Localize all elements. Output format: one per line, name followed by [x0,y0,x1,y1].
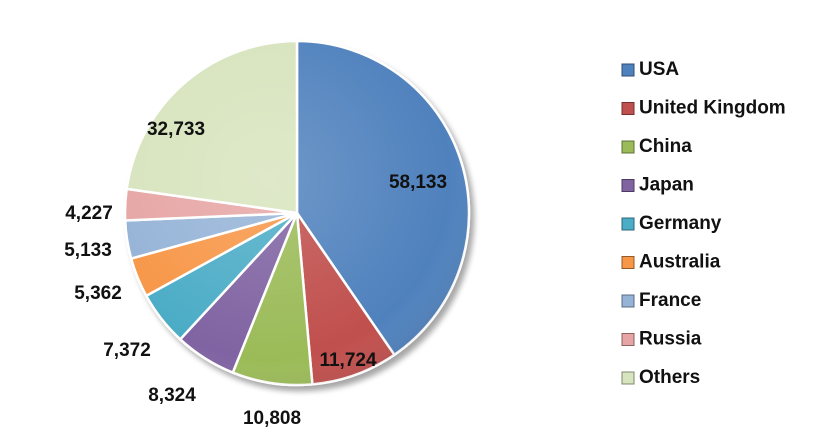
data-label-united-kingdom: 11,724 [319,350,376,371]
legend-item-australia: Australia [621,252,721,273]
legend-swatch-russia [621,333,635,346]
legend-label-germany: Germany [639,213,722,234]
legend-swatch-germany [621,217,635,231]
legend-swatch-usa [621,63,635,77]
data-label-japan: 8,324 [148,385,196,406]
legend-item-united-kingdom: United Kingdom [621,98,786,119]
legend-swatch-france [621,294,635,308]
legend-item-germany: Germany [621,213,722,234]
legend-swatch-china [621,140,635,154]
legend-label-japan: Japan [639,175,694,196]
legend-swatch-others [621,371,635,385]
legend-label-australia: Australia [639,252,721,273]
pie-data-labels: 58,133 11,724 10,808 8,324 7,372 5,362 5,133 4,… [64,119,447,429]
data-label-china: 10,808 [243,408,301,429]
data-label-russia: 4,227 [65,203,113,224]
legend-label-united-kingdom: United Kingdom [639,98,786,119]
legend-label-usa: USA [639,59,679,80]
data-label-australia: 5,362 [74,283,122,304]
data-label-france: 5,133 [64,240,112,261]
legend-label-russia: Russia [639,329,702,350]
legend-item-china: China [621,136,692,157]
legend-item-others: Others [621,367,700,388]
legend-item-russia: Russia [621,329,702,350]
data-label-germany: 7,372 [103,340,151,361]
pie-slices [123,39,471,387]
legend-swatch-australia [621,256,635,269]
data-label-usa: 58,133 [389,172,447,193]
legend-swatch-japan [621,179,635,192]
legend: USA United Kingdom China Japan Germany Austra… [621,59,786,388]
legend-item-france: France [621,290,701,311]
data-label-others: 32,733 [147,119,205,140]
legend-label-china: China [639,136,692,157]
legend-item-usa: USA [621,59,679,80]
legend-label-others: Others [639,367,700,388]
legend-item-japan: Japan [621,175,694,196]
legend-label-france: France [639,290,701,311]
legend-swatch-united-kingdom [621,102,635,115]
